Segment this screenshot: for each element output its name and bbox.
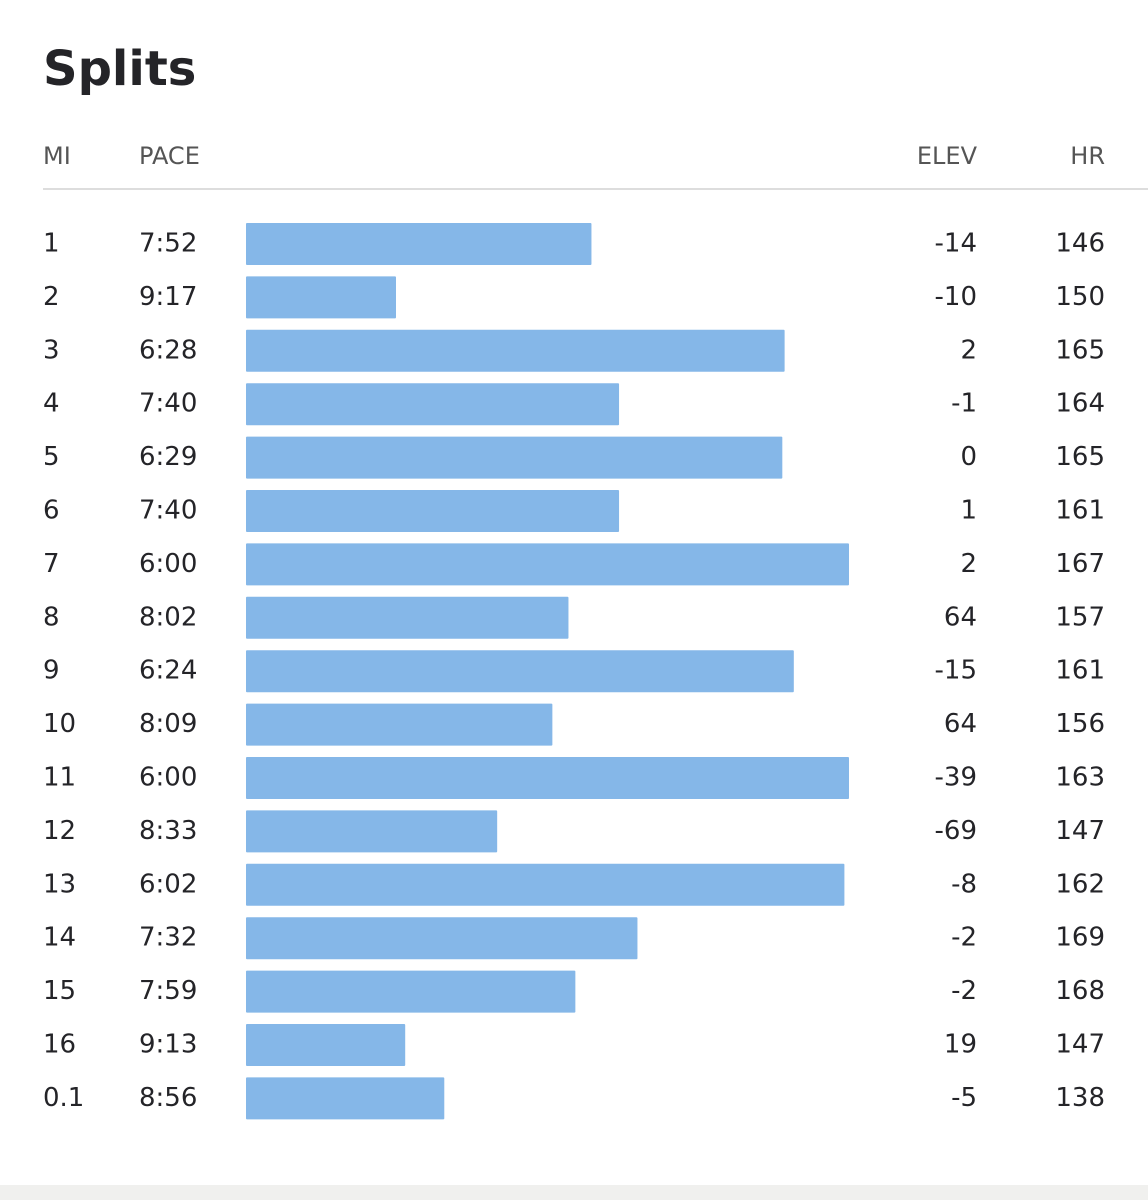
elev-label: -39	[935, 763, 977, 793]
elev-label: -1	[951, 389, 977, 419]
pace-bar	[246, 810, 498, 853]
elev-label: 0	[960, 442, 977, 472]
pace-bar	[246, 757, 849, 799]
pace-bar	[246, 543, 849, 586]
pace-bar	[246, 596, 569, 639]
hr-label: 163	[1055, 763, 1105, 793]
hr-label: 168	[1055, 976, 1105, 1006]
mile-label: 8	[43, 602, 60, 632]
elev-label: -10	[935, 282, 977, 312]
mile-label: 14	[43, 923, 76, 953]
pace-bar	[246, 970, 576, 1013]
hr-label: 146	[1055, 229, 1105, 259]
column-header: PACE	[139, 142, 200, 170]
pace-label: 9:17	[139, 282, 197, 312]
mile-label: 1	[43, 229, 60, 259]
hr-label: 156	[1055, 709, 1105, 739]
pace-bar	[246, 917, 638, 960]
hr-label: 150	[1055, 282, 1105, 312]
hr-label: 165	[1055, 335, 1105, 365]
elev-label: 1	[960, 496, 977, 526]
pace-label: 7:40	[139, 496, 197, 526]
mile-label: 4	[43, 389, 60, 419]
elev-label: 64	[944, 709, 977, 739]
pace-bar	[246, 863, 845, 906]
hr-label: 147	[1055, 816, 1105, 846]
hr-label: 169	[1055, 923, 1105, 953]
pace-bar	[246, 1024, 406, 1066]
pace-label: 6:00	[139, 763, 197, 793]
mile-label: 12	[43, 816, 76, 846]
pace-label: 8:02	[139, 602, 197, 632]
mile-label: 3	[43, 335, 60, 365]
hr-label: 147	[1055, 1030, 1105, 1060]
hr-label: 164	[1055, 389, 1105, 419]
pace-bar	[246, 1077, 445, 1120]
elev-label: -69	[935, 816, 977, 846]
pace-label: 6:24	[139, 656, 197, 686]
mile-label: 13	[43, 869, 76, 899]
hr-label: 167	[1055, 549, 1105, 579]
column-header: MI	[43, 142, 71, 170]
pace-label: 6:29	[139, 442, 197, 472]
hr-label: 161	[1055, 496, 1105, 526]
pace-label: 6:00	[139, 549, 197, 579]
column-header: ELEV	[917, 142, 978, 170]
hr-label: 138	[1055, 1083, 1105, 1113]
elev-label: -2	[951, 923, 977, 953]
pace-bar	[246, 436, 783, 479]
hr-label: 157	[1055, 602, 1105, 632]
pace-label: 8:56	[139, 1083, 197, 1113]
pace-bar	[246, 276, 396, 319]
title: Splits	[43, 41, 196, 97]
elev-label: -14	[935, 229, 977, 259]
mile-label: 11	[43, 763, 76, 793]
column-header: HR	[1070, 142, 1105, 170]
mile-label: 2	[43, 282, 60, 312]
elev-label: -8	[951, 869, 977, 899]
hr-label: 162	[1055, 869, 1105, 899]
pace-bar	[246, 490, 620, 532]
elev-label: -2	[951, 976, 977, 1006]
pace-bar	[246, 703, 553, 746]
mile-label: 0.1	[43, 1083, 84, 1113]
elev-label: 2	[960, 549, 977, 579]
elev-label: -5	[951, 1083, 977, 1113]
pace-label: 7:32	[139, 923, 197, 953]
pace-label: 8:09	[139, 709, 197, 739]
elev-label: 19	[944, 1030, 977, 1060]
pace-bar	[246, 383, 620, 426]
mile-label: 15	[43, 976, 76, 1006]
mile-label: 5	[43, 442, 60, 472]
mile-label: 7	[43, 549, 60, 579]
pace-bar	[246, 329, 785, 372]
pace-label: 7:52	[139, 229, 197, 259]
pace-bar	[246, 650, 794, 693]
mile-label: 16	[43, 1030, 76, 1060]
hr-label: 165	[1055, 442, 1105, 472]
pace-label: 6:02	[139, 869, 197, 899]
elev-label: 2	[960, 335, 977, 365]
footer-strip	[0, 1185, 1148, 1200]
elev-label: -15	[935, 656, 977, 686]
pace-label: 8:33	[139, 816, 197, 846]
mile-label: 9	[43, 656, 60, 686]
pace-label: 7:59	[139, 976, 197, 1006]
pace-label: 9:13	[139, 1030, 197, 1060]
mile-label: 10	[43, 709, 76, 739]
pace-label: 7:40	[139, 389, 197, 419]
pace-bar	[246, 223, 592, 265]
elev-label: 64	[944, 602, 977, 632]
hr-label: 161	[1055, 656, 1105, 686]
pace-label: 6:28	[139, 335, 197, 365]
mile-label: 6	[43, 496, 60, 526]
